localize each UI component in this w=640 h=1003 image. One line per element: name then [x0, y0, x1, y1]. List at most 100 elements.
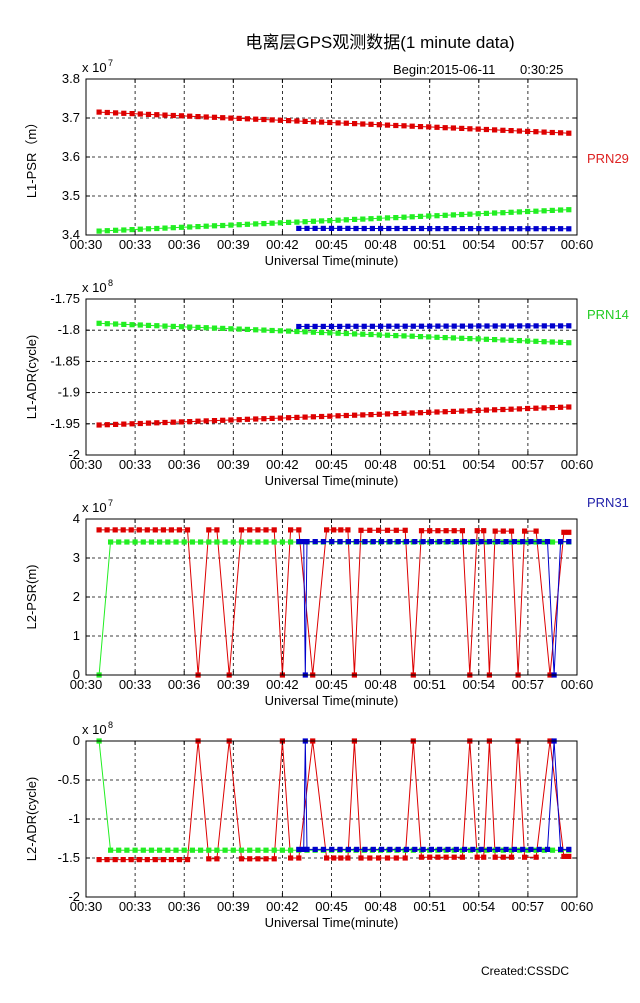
data-point — [558, 323, 564, 329]
data-point — [566, 323, 572, 329]
data-point — [121, 227, 127, 233]
data-point — [566, 340, 572, 346]
x-tick-label: 00:36 — [168, 899, 201, 914]
data-point — [296, 323, 302, 330]
data-point — [402, 527, 408, 533]
data-point — [184, 857, 191, 863]
legend-prn14: PRN14 — [587, 307, 629, 322]
data-point — [203, 223, 209, 229]
data-point — [178, 224, 185, 230]
data-point — [236, 326, 242, 332]
y-tick-label: 3 — [73, 550, 80, 565]
data-point — [310, 119, 316, 125]
data-point — [361, 225, 367, 232]
x-tick-label: 00:51 — [413, 457, 446, 472]
x-tick-label: 00:54 — [463, 457, 496, 472]
y-tick-label: 4 — [73, 511, 80, 526]
data-point — [211, 223, 218, 229]
data-point — [345, 527, 351, 533]
data-point — [368, 412, 374, 418]
data-point — [255, 847, 261, 853]
data-point — [104, 857, 110, 863]
data-point — [329, 846, 335, 852]
data-point — [435, 854, 441, 860]
data-point — [286, 219, 292, 225]
data-point — [525, 323, 531, 329]
data-point — [459, 323, 465, 329]
data-point — [345, 539, 351, 545]
data-point — [247, 527, 253, 533]
x-tick-label: 00:33 — [119, 677, 152, 692]
data-point — [178, 113, 185, 119]
data-point — [483, 210, 489, 216]
data-point — [354, 539, 360, 545]
data-point — [453, 846, 459, 852]
data-point — [393, 215, 399, 221]
y-tick-label: -1.8 — [58, 322, 80, 337]
x-tick-label: 00:51 — [413, 237, 446, 252]
data-point — [475, 211, 481, 217]
data-point — [486, 846, 493, 852]
data-point — [541, 847, 547, 853]
data-point — [304, 846, 310, 852]
data-point — [286, 118, 292, 124]
data-point — [412, 846, 418, 852]
data-point — [533, 129, 539, 135]
data-point — [533, 854, 539, 860]
data-point — [445, 846, 451, 852]
data-point — [228, 417, 234, 423]
data-point — [128, 527, 134, 533]
x-tick-label: 00:48 — [364, 677, 397, 692]
data-point — [329, 539, 335, 545]
data-point — [474, 528, 480, 534]
data-point — [558, 339, 564, 345]
data-point — [544, 539, 551, 545]
data-point — [173, 847, 179, 853]
data-point — [393, 527, 399, 533]
data-point — [228, 326, 234, 332]
data-point — [269, 220, 275, 226]
data-point — [386, 225, 392, 232]
data-point — [148, 539, 155, 545]
data-point — [541, 323, 547, 329]
data-point — [500, 854, 506, 860]
data-point — [181, 539, 187, 545]
x-tick-label: 00:54 — [463, 237, 496, 252]
data-point — [511, 539, 517, 545]
data-point — [500, 226, 506, 232]
data-point — [450, 408, 456, 414]
data-point — [437, 539, 443, 545]
data-point — [481, 854, 487, 860]
data-point — [541, 129, 547, 135]
data-point — [459, 211, 465, 218]
series-line — [99, 111, 569, 134]
series-prn31 — [296, 738, 572, 852]
x-tick-label: 00:57 — [512, 899, 545, 914]
data-point — [360, 412, 366, 418]
data-point — [338, 855, 344, 861]
subplot-4: 00:30 00:33 00:36 00:39 00:42 00:45 00:48 00:51… — [24, 720, 593, 930]
data-point — [561, 853, 567, 859]
x-tick-label: 00:57 — [512, 457, 545, 472]
data-point — [319, 413, 325, 420]
data-point — [144, 527, 150, 533]
data-point — [96, 422, 102, 428]
data-point — [352, 216, 358, 222]
data-point — [271, 856, 277, 862]
y-tick-label: 3.4 — [62, 227, 80, 242]
data-point — [443, 854, 449, 860]
x-tick-label: 00:54 — [463, 899, 496, 914]
data-point — [517, 847, 523, 853]
data-point — [525, 226, 531, 232]
data-point — [500, 528, 506, 534]
data-point — [508, 128, 514, 134]
y-tick-label: 0 — [73, 667, 80, 682]
data-point — [129, 421, 135, 427]
data-point — [162, 112, 168, 118]
data-point — [500, 847, 506, 853]
subplot-2: 00:30 00:33 00:36 00:39 00:42 00:45 00:48 00:51… — [24, 278, 593, 488]
y-tick-label: -1.5 — [58, 850, 80, 865]
data-point — [312, 225, 318, 231]
data-point — [533, 847, 539, 853]
